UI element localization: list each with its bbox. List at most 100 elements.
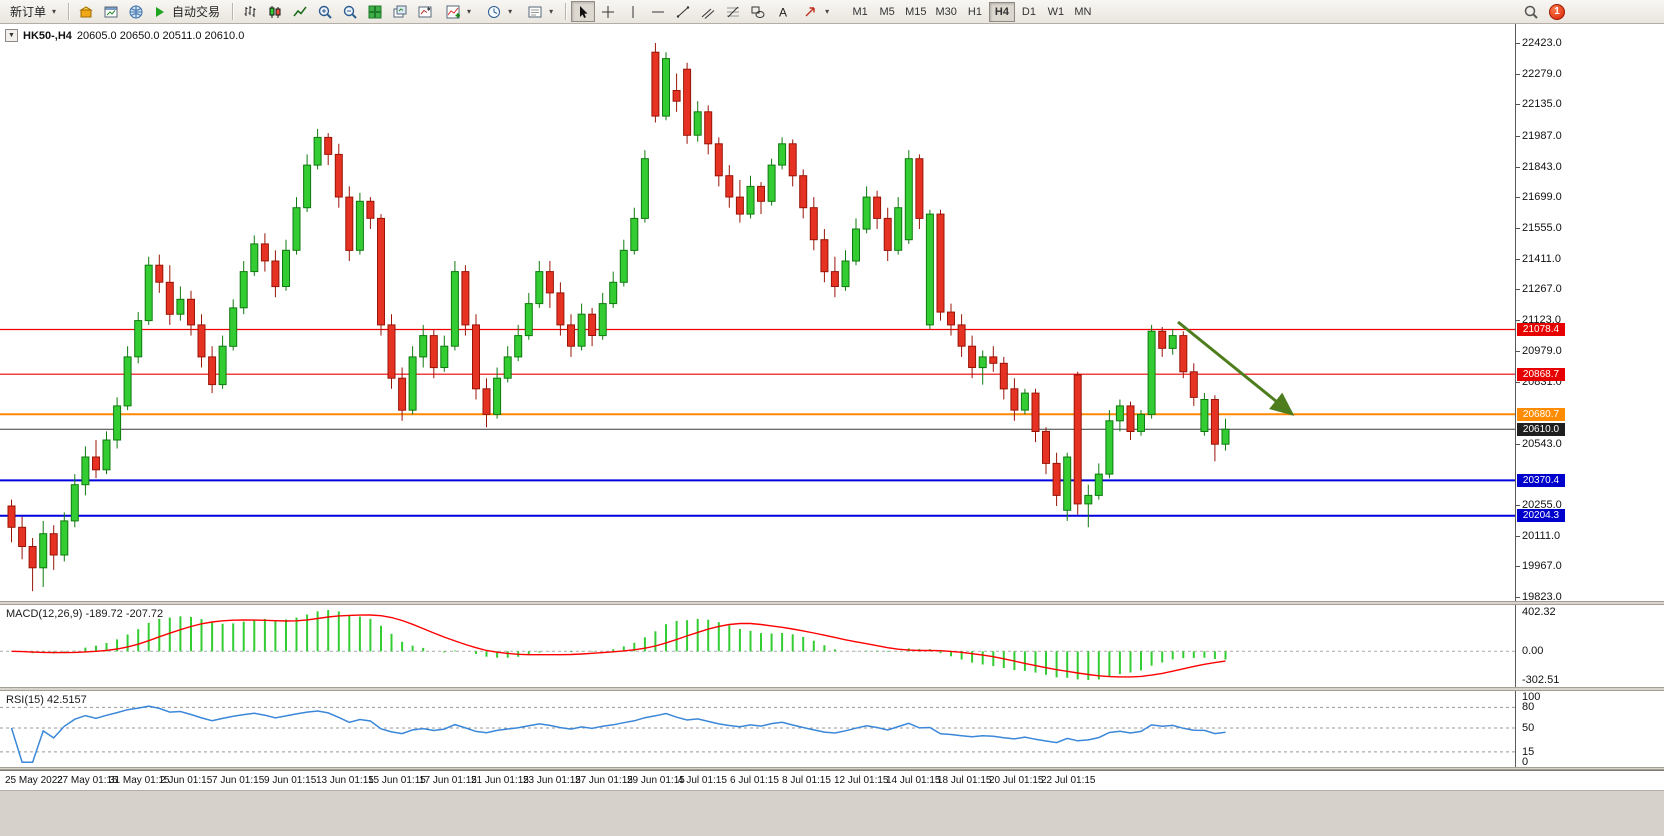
rsi-axis-label: 100 xyxy=(1522,691,1541,703)
time-axis-label: 27 Jun 01:15 xyxy=(575,775,633,786)
tile-windows-button[interactable] xyxy=(363,1,387,22)
price-axis-label: 19967.0 xyxy=(1522,560,1562,572)
price-axis-label: 21843.0 xyxy=(1522,161,1562,173)
indicators-button[interactable]: ▾ xyxy=(438,1,478,22)
bar-chart-mode-button[interactable] xyxy=(238,1,262,22)
timeframe-m30-button[interactable]: M30 xyxy=(932,2,961,22)
time-axis-label: 13 Jun 01:15 xyxy=(316,775,374,786)
symbol-period-label: HK50-,H4 xyxy=(23,29,72,42)
zoom-in-button[interactable] xyxy=(313,1,337,22)
time-axis-label: 21 Jun 01:15 xyxy=(471,775,529,786)
time-axis-label: 6 Jul 01:15 xyxy=(730,775,779,786)
timeframe-mn-button[interactable]: MN xyxy=(1070,2,1096,22)
chevron-down-icon: ▾ xyxy=(467,6,472,16)
line-chart-mode-button[interactable] xyxy=(288,1,312,22)
time-axis-label: 9 Jun 01:15 xyxy=(264,775,317,786)
candlestick-mode-button[interactable] xyxy=(263,1,287,22)
main-toolbar: 新订单 ▾ 自动交易 xyxy=(0,0,1664,24)
templates-button[interactable]: ▾ xyxy=(520,1,560,22)
vertical-line-tool-button[interactable] xyxy=(621,1,645,22)
trendline-tool-button[interactable] xyxy=(671,1,695,22)
svg-text:A: A xyxy=(779,5,787,19)
rsi-axis-label: 50 xyxy=(1522,722,1535,734)
price-axis: 22423.0 22279.0 22135.0 21987.0 21843.0 21699… xyxy=(1515,24,1664,601)
new-order-button[interactable]: 新订单 ▾ xyxy=(3,1,63,22)
panel-splitter[interactable] xyxy=(0,687,1664,691)
horizontal-line-tool-button[interactable] xyxy=(646,1,670,22)
shapes-tool-button[interactable] xyxy=(746,1,770,22)
chart-window-icon xyxy=(104,6,118,17)
price-axis-label: 20979.0 xyxy=(1522,345,1562,357)
crosshair-tool-button[interactable] xyxy=(596,1,620,22)
auto-arrange-button[interactable] xyxy=(388,1,412,22)
autotrade-button[interactable]: 自动交易 xyxy=(149,1,227,22)
chart-shift-button[interactable] xyxy=(413,1,437,22)
fibonacci-tool-button[interactable] xyxy=(721,1,745,22)
panel-splitter[interactable] xyxy=(0,601,1664,605)
price-axis-label: 22279.0 xyxy=(1522,68,1562,80)
text-tool-button[interactable]: A xyxy=(771,1,795,22)
time-axis-label: 4 Jul 01:15 xyxy=(678,775,727,786)
price-axis-label: 22423.0 xyxy=(1522,37,1562,49)
panel-splitter[interactable] xyxy=(0,767,1664,770)
time-axis-label: 27 May 01:15 xyxy=(57,775,118,786)
globe-button[interactable] xyxy=(124,1,148,22)
price-axis-label: 20255.0 xyxy=(1522,499,1562,511)
cursor-icon xyxy=(580,5,588,18)
tile-windows-icon xyxy=(368,5,382,18)
new-order-label: 新订单 xyxy=(10,5,47,19)
axis-tick xyxy=(1515,43,1520,44)
timeframe-d1-button[interactable]: D1 xyxy=(1016,2,1042,22)
search-button[interactable] xyxy=(1519,1,1543,22)
time-axis-label: 12 Jul 01:15 xyxy=(834,775,889,786)
axis-tick xyxy=(1515,167,1520,168)
timeframe-m15-button[interactable]: M15 xyxy=(901,2,930,22)
time-axis-label: 20 Jul 01:15 xyxy=(989,775,1044,786)
axis-tick xyxy=(1515,320,1520,321)
time-axis-label: 8 Jul 01:15 xyxy=(782,775,831,786)
price-chart-panel[interactable]: ▼ HK50-,H4 20605.0 20650.0 20511.0 20610… xyxy=(0,24,1664,601)
axis-tick xyxy=(1515,104,1520,105)
cascade-windows-icon xyxy=(393,5,407,17)
axis-tick xyxy=(1515,382,1520,383)
zoom-out-button[interactable] xyxy=(338,1,362,22)
time-axis-label: 22 Jul 01:15 xyxy=(1041,775,1096,786)
chart-window-button[interactable] xyxy=(99,1,123,22)
rsi-panel[interactable]: RSI(15) 42.5157 100 80 50 15 0 xyxy=(0,691,1664,767)
time-axis[interactable]: 25 May 2022 27 May 01:15 31 May 01:15 2 Jun… xyxy=(0,770,1664,790)
timeframe-m1-button[interactable]: M1 xyxy=(847,2,873,22)
axis-tick xyxy=(1515,197,1520,198)
price-tag: 21078.4 xyxy=(1517,323,1565,336)
rsi-label: RSI(15) 42.5157 xyxy=(6,694,87,706)
macd-chart[interactable] xyxy=(0,605,1515,687)
notification-badge[interactable]: 1 xyxy=(1549,3,1565,20)
macd-axis: 402.32 0.00 -302.51 xyxy=(1516,605,1664,687)
fibonacci-icon xyxy=(727,6,740,17)
timeframe-w1-button[interactable]: W1 xyxy=(1043,2,1069,22)
horizontal-line-icon xyxy=(652,11,665,12)
timeframe-h1-button[interactable]: H1 xyxy=(962,2,988,22)
channel-icon xyxy=(701,8,715,19)
cube-button[interactable] xyxy=(74,1,98,22)
text-icon: A xyxy=(779,5,787,19)
cursor-tool-button[interactable] xyxy=(571,1,596,22)
axis-tick xyxy=(1515,289,1520,290)
one-click-collapse-button[interactable]: ▼ xyxy=(5,29,18,42)
rsi-chart[interactable] xyxy=(0,691,1515,767)
channel-tool-button[interactable] xyxy=(696,1,720,22)
timeframe-h4-button[interactable]: H4 xyxy=(988,1,1015,22)
chevron-down-icon: ▾ xyxy=(549,6,554,16)
timeframe-m5-button[interactable]: M5 xyxy=(874,2,900,22)
indicators-icon xyxy=(446,5,461,18)
crosshair-icon xyxy=(602,5,615,18)
macd-panel[interactable]: MACD(12,26,9) -189.72 -207.72 402.32 0.00… xyxy=(0,605,1664,687)
chart-area: ▼ HK50-,H4 20605.0 20650.0 20511.0 20610… xyxy=(0,24,1664,836)
price-axis-label: 20111.0 xyxy=(1522,530,1561,542)
price-axis-label: 21699.0 xyxy=(1522,191,1562,203)
candlestick-chart[interactable] xyxy=(0,24,1515,601)
periods-button[interactable]: ▾ xyxy=(479,1,519,22)
macd-axis-label: 402.32 xyxy=(1522,606,1556,618)
arrows-tool-button[interactable]: ▾ xyxy=(796,1,836,22)
axis-tick xyxy=(1515,136,1520,137)
